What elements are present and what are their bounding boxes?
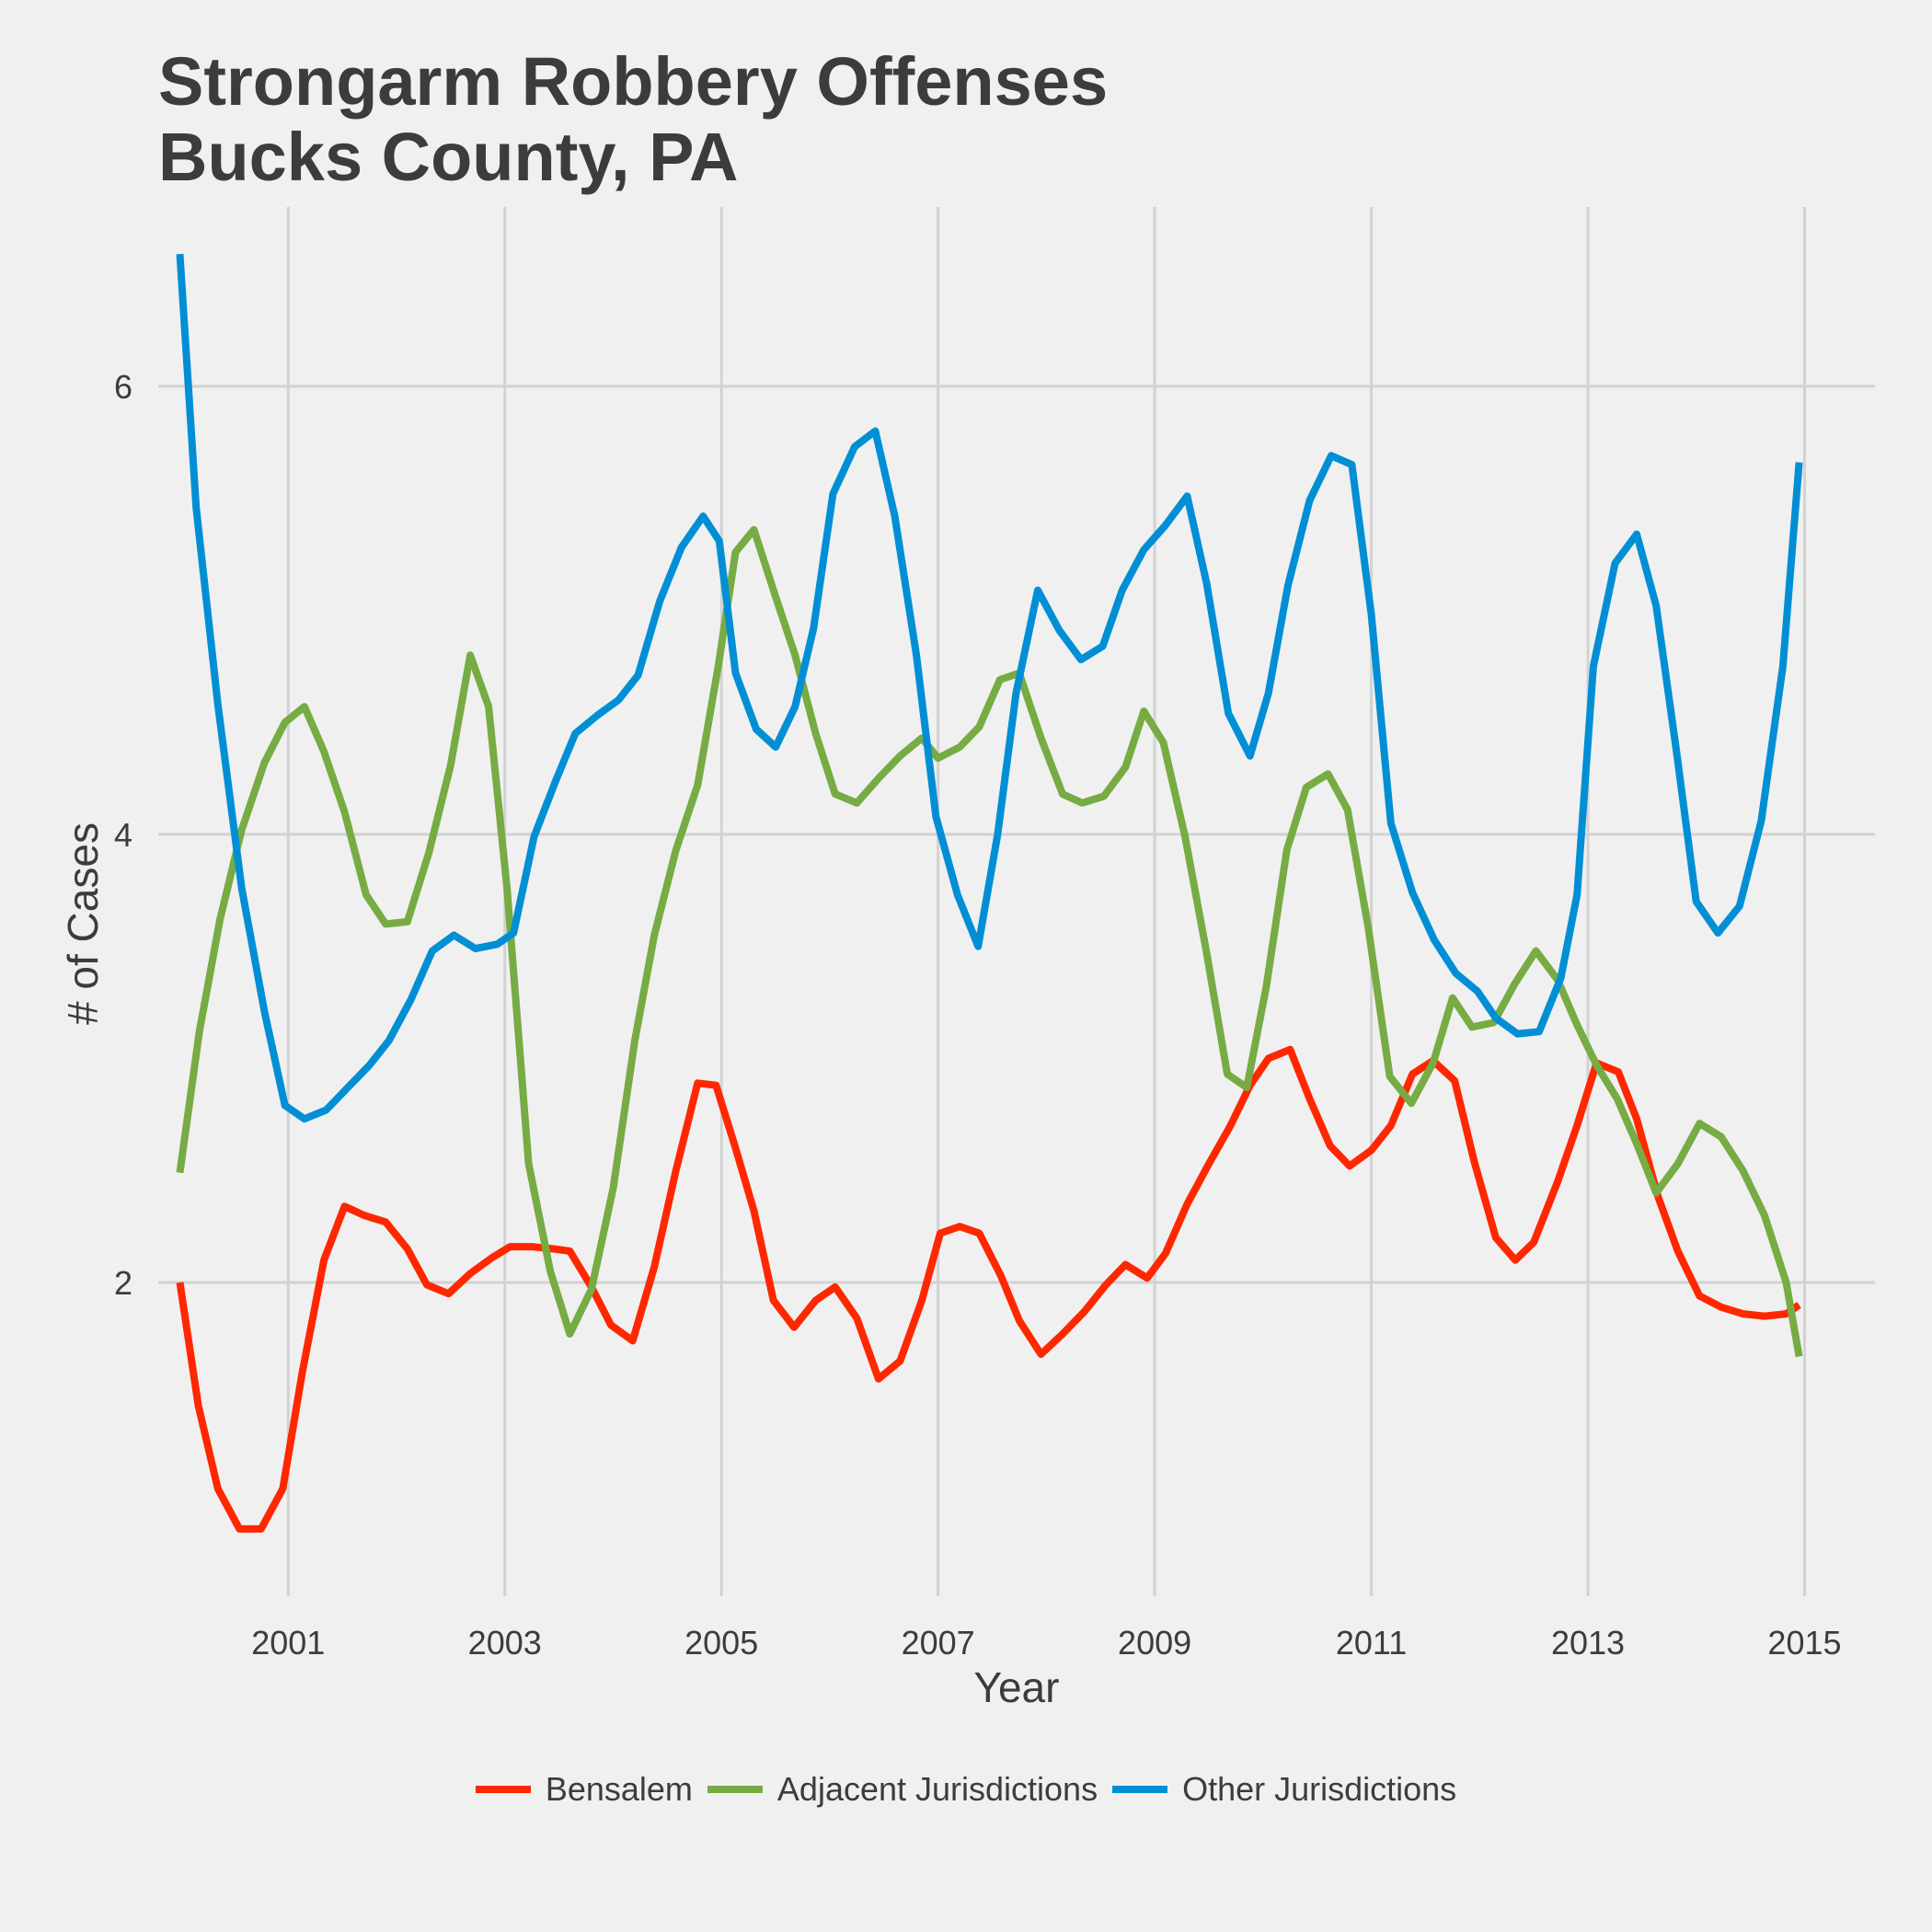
x-tick-label-2001: 2001 <box>251 1624 325 1662</box>
series-line-adjacent-jurisdictions <box>176 525 1803 1358</box>
y-tick-label-6: 6 <box>114 368 132 406</box>
legend: Bensalem Adjacent Jurisdictions Other Ju… <box>0 1770 1932 1809</box>
gridlines <box>158 207 1875 1596</box>
legend-label-bensalem: Bensalem <box>545 1770 693 1808</box>
y-axis-title: # of Cases <box>59 822 107 1025</box>
series-line-other-jurisdictions <box>176 253 1803 1123</box>
x-tick-label-2009: 2009 <box>1118 1624 1191 1662</box>
x-axis-tick-labels: 2001 2003 2005 2007 2009 2011 2013 2015 <box>251 1624 1841 1662</box>
legend-label-other-jurisdictions: Other Jurisdictions <box>1182 1770 1457 1808</box>
y-tick-label-2: 2 <box>114 1264 132 1302</box>
legend-swatch-other-jurisdictions <box>1112 1786 1168 1793</box>
x-tick-label-2015: 2015 <box>1767 1624 1841 1662</box>
series-lines <box>176 253 1803 1533</box>
legend-swatch-adjacent-jurisdictions <box>707 1786 763 1793</box>
legend-item-bensalem: Bensalem <box>475 1770 693 1809</box>
chart-title-line-1: Strongarm Robbery Offenses <box>158 43 1109 120</box>
x-tick-label-2013: 2013 <box>1551 1624 1625 1662</box>
chart-title-line-2: Bucks County, PA <box>158 119 739 195</box>
x-axis-title: Year <box>974 1663 1060 1711</box>
x-tick-label-2007: 2007 <box>902 1624 975 1662</box>
y-axis-tick-labels: 2 4 6 <box>114 368 132 1302</box>
x-tick-label-2003: 2003 <box>468 1624 542 1662</box>
series-line-bensalem <box>176 1045 1801 1533</box>
x-tick-label-2005: 2005 <box>684 1624 758 1662</box>
legend-label-adjacent-jurisdictions: Adjacent Jurisdictions <box>776 1770 1098 1808</box>
legend-item-adjacent-jurisdictions: Adjacent Jurisdictions <box>707 1770 1098 1809</box>
legend-item-other-jurisdictions: Other Jurisdictions <box>1112 1770 1456 1809</box>
legend-swatch-bensalem <box>475 1786 531 1793</box>
chart-title: Strongarm Robbery Offenses Bucks County,… <box>158 44 1108 195</box>
x-tick-label-2011: 2011 <box>1336 1624 1407 1662</box>
y-tick-label-4: 4 <box>114 816 132 854</box>
